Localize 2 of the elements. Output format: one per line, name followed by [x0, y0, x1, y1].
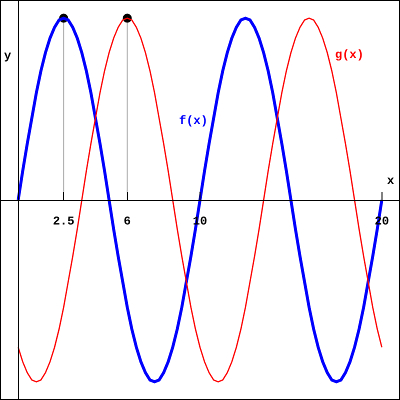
x-tick-label: 2.5	[52, 214, 74, 228]
x-tick-label: 6	[124, 214, 131, 228]
